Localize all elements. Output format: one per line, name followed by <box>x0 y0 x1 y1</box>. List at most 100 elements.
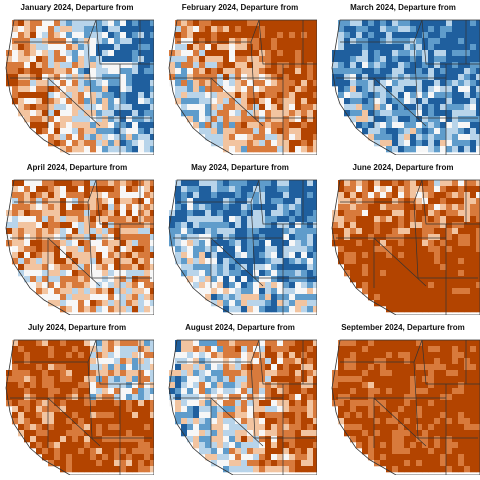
anomaly-cell <box>428 306 435 313</box>
anomaly-cell <box>241 92 248 99</box>
anomaly-cell <box>446 216 453 223</box>
anomaly-cell <box>446 198 453 205</box>
anomaly-cell <box>277 258 284 265</box>
anomaly-cell <box>283 180 290 187</box>
anomaly-cell <box>144 222 151 229</box>
anomaly-cell <box>102 56 109 63</box>
anomaly-cell <box>344 20 351 27</box>
anomaly-cell <box>108 222 115 229</box>
anomaly-cell <box>332 210 339 217</box>
anomaly-cell <box>54 454 61 461</box>
anomaly-cell <box>247 294 254 301</box>
anomaly-cell <box>217 264 224 271</box>
anomaly-cell <box>259 246 266 253</box>
anomaly-cell <box>295 50 302 57</box>
anomaly-cell <box>428 358 435 365</box>
anomaly-cell <box>368 424 375 431</box>
anomaly-cell <box>18 216 25 223</box>
anomaly-cell <box>120 424 127 431</box>
anomaly-cell <box>150 376 154 383</box>
anomaly-cell <box>150 454 154 461</box>
anomaly-cell <box>30 122 37 129</box>
anomaly-cell <box>12 92 19 99</box>
anomaly-cell <box>247 246 254 253</box>
anomaly-cell <box>446 50 453 57</box>
anomaly-cell <box>150 50 154 57</box>
anomaly-cell <box>289 358 296 365</box>
anomaly-cell <box>235 116 242 123</box>
anomaly-cell <box>307 134 314 141</box>
anomaly-cell <box>42 186 49 193</box>
anomaly-cell <box>410 140 417 147</box>
anomaly-cell <box>362 56 369 63</box>
anomaly-cell <box>277 86 284 93</box>
anomaly-cell <box>78 288 85 295</box>
anomaly-cell <box>150 98 154 105</box>
anomaly-cell <box>235 80 242 87</box>
anomaly-cell <box>259 340 266 347</box>
anomaly-cell <box>253 418 260 425</box>
anomaly-cell <box>440 50 447 57</box>
anomaly-cell <box>96 222 103 229</box>
anomaly-cell <box>217 246 224 253</box>
anomaly-cell <box>301 240 308 247</box>
anomaly-cell <box>271 418 278 425</box>
anomaly-cell <box>42 346 49 353</box>
anomaly-cell <box>313 442 317 449</box>
anomaly-cell <box>398 20 405 27</box>
anomaly-cell <box>392 134 399 141</box>
anomaly-cell <box>120 448 127 455</box>
anomaly-cell <box>90 38 97 45</box>
anomaly-cell <box>144 192 151 199</box>
anomaly-cell <box>108 180 115 187</box>
anomaly-cell <box>6 216 13 223</box>
anomaly-cell <box>265 198 272 205</box>
anomaly-cell <box>241 276 248 283</box>
anomaly-cell <box>211 134 218 141</box>
anomaly-cell <box>84 406 91 413</box>
anomaly-cell <box>30 252 37 259</box>
anomaly-cell <box>283 110 290 117</box>
anomaly-cell <box>102 466 109 473</box>
anomaly-cell <box>144 98 151 105</box>
anomaly-cell <box>374 388 381 395</box>
anomaly-cell <box>344 80 351 87</box>
anomaly-cell <box>138 294 145 301</box>
anomaly-cell <box>434 252 441 259</box>
anomaly-cell <box>470 92 477 99</box>
anomaly-cell <box>392 346 399 353</box>
anomaly-cell <box>36 44 43 51</box>
anomaly-cell <box>380 116 387 123</box>
anomaly-cell <box>422 454 429 461</box>
anomaly-cell <box>476 400 480 407</box>
anomaly-cell <box>205 110 212 117</box>
anomaly-cell <box>307 412 314 419</box>
anomaly-cell <box>301 80 308 87</box>
anomaly-cell <box>187 388 194 395</box>
anomaly-cell <box>114 186 121 193</box>
anomaly-cell <box>410 68 417 75</box>
anomaly-cell <box>313 246 317 253</box>
anomaly-cell <box>102 412 109 419</box>
anomaly-cell <box>404 122 411 129</box>
anomaly-cell <box>193 68 200 75</box>
anomaly-cell <box>386 180 393 187</box>
anomaly-cell <box>12 370 19 377</box>
anomaly-cell <box>446 406 453 413</box>
anomaly-cell <box>229 412 236 419</box>
anomaly-cell <box>66 204 73 211</box>
anomaly-cell <box>283 246 290 253</box>
anomaly-cell <box>199 376 206 383</box>
anomaly-cell <box>90 358 97 365</box>
anomaly-cell <box>259 38 266 45</box>
anomaly-cell <box>205 282 212 289</box>
anomaly-cell <box>452 122 459 129</box>
anomaly-cell <box>283 460 290 467</box>
anomaly-cell <box>108 418 115 425</box>
anomaly-cell <box>36 198 43 205</box>
anomaly-cell <box>18 358 25 365</box>
anomaly-cell <box>259 400 266 407</box>
anomaly-cell <box>277 388 284 395</box>
anomaly-cell <box>36 448 43 455</box>
anomaly-cell <box>193 98 200 105</box>
